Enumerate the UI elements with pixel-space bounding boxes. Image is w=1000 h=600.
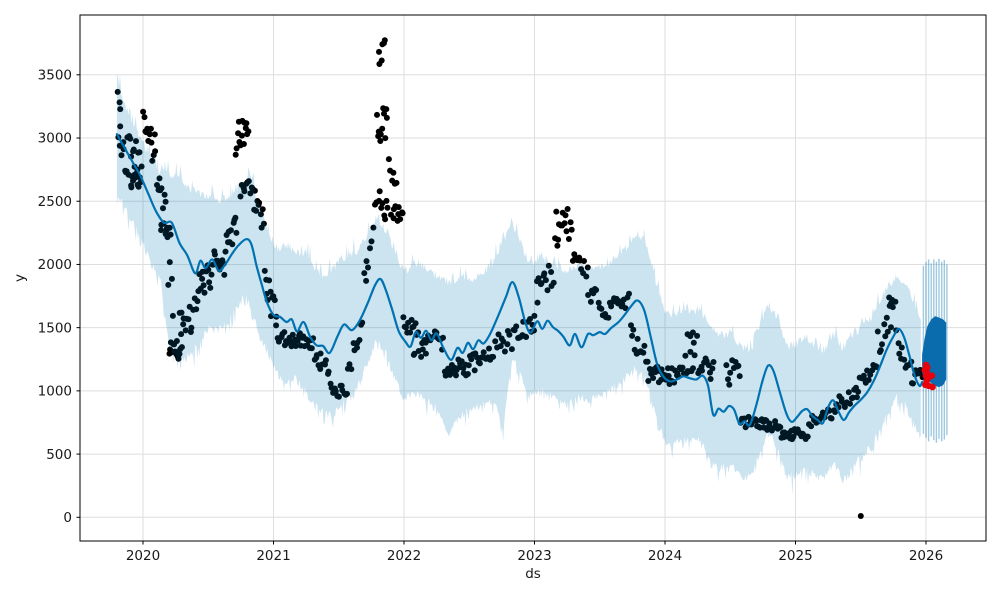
y-tick-label: 3500 (38, 68, 72, 84)
outlier-point (857, 513, 864, 519)
uncertainty-band (116, 74, 921, 496)
x-axis-label: ds (525, 566, 541, 582)
y-tick-label: 1000 (38, 384, 72, 400)
y-tick-label: 500 (46, 447, 72, 463)
y-tick-label: 0 (63, 510, 72, 526)
x-tick-label: 2020 (126, 548, 160, 564)
anomaly-points (921, 361, 936, 391)
x-tick-label: 2023 (517, 548, 551, 564)
forecast-line (115, 133, 924, 427)
x-tick-label: 2022 (387, 548, 421, 564)
plot-frame (79, 14, 987, 542)
axis-tick-labels: 2020 2021 2022 2023 2024 2025 2026 0 500 1000 1500… (38, 68, 944, 564)
x-tick-label: 2021 (256, 548, 290, 564)
y-tick-label: 2000 (38, 257, 72, 273)
y-tick-label: 1500 (38, 320, 72, 336)
y-axis-label: y (12, 274, 28, 282)
actual-data-points (114, 37, 928, 519)
x-tick-label: 2025 (778, 548, 812, 564)
axis-ticks (76, 74, 927, 545)
x-tick-label: 2024 (648, 548, 682, 564)
x-tick-label: 2026 (909, 548, 943, 564)
y-tick-label: 3000 (38, 131, 72, 147)
y-tick-label: 2500 (38, 194, 72, 210)
